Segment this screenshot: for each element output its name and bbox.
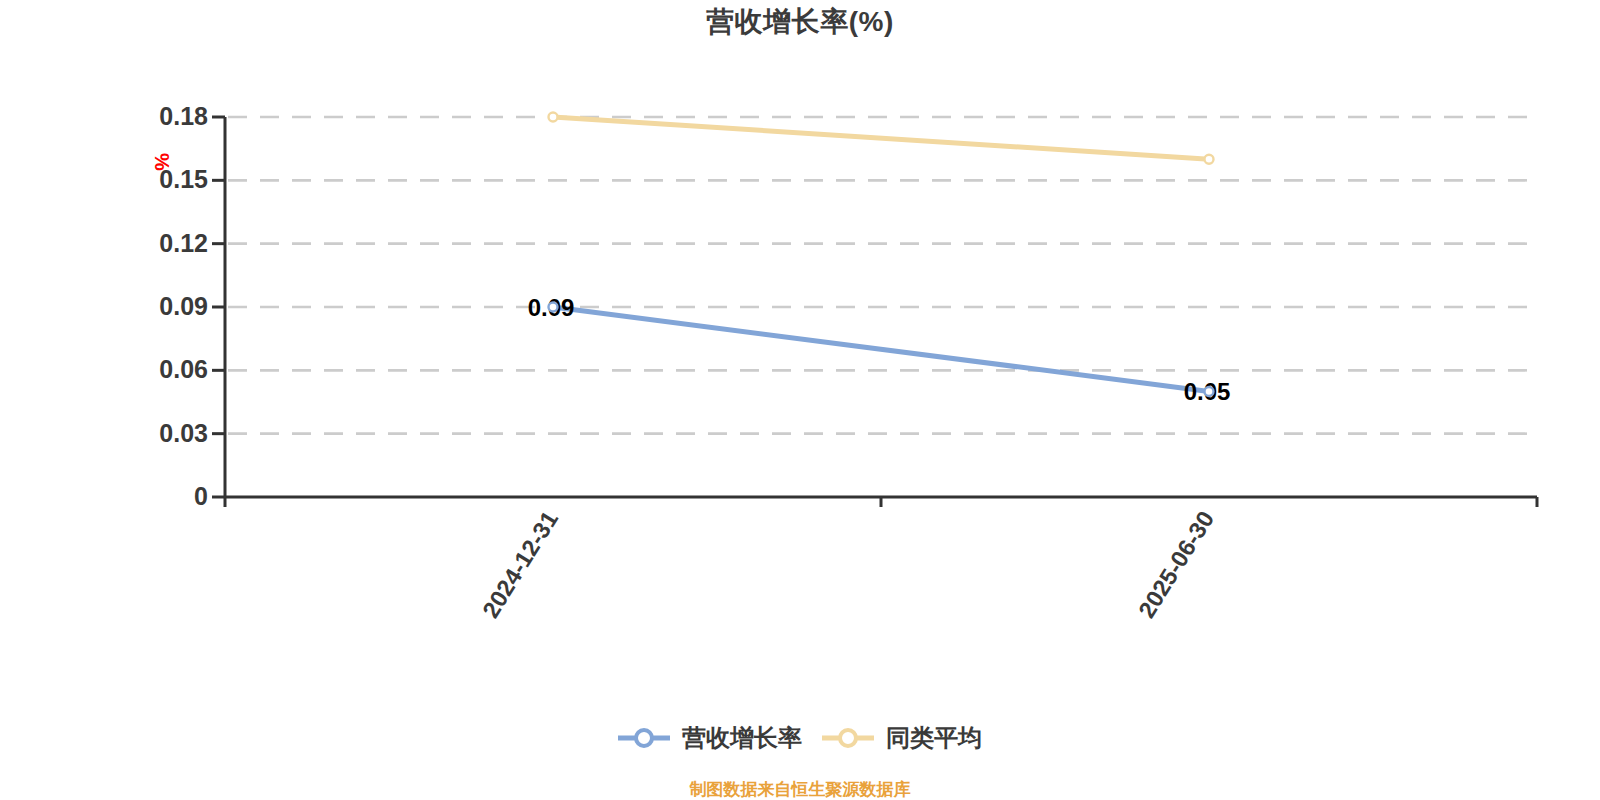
legend-label-revenue-growth: 营收增长率 [682,722,802,754]
legend: 营收增长率 同类平均 [0,722,1600,754]
data-point-0[interactable] [549,303,558,312]
legend-label-category-average: 同类平均 [886,722,982,754]
series-line-1[interactable] [553,117,1209,159]
series-line-0[interactable] [553,307,1209,391]
data-point-1[interactable] [1205,155,1214,164]
legend-marker-revenue-growth [618,726,670,750]
plot-area: 00.030.060.090.120.150.18%2024-12-312025… [0,0,1600,700]
legend-marker-category-average [822,726,874,750]
y-tick-label: 0.09 [159,292,208,320]
data-source-note: 制图数据来自恒生聚源数据库 [0,778,1600,800]
y-tick-label: 0 [194,482,208,510]
legend-item-revenue-growth[interactable]: 营收增长率 [618,722,802,754]
y-tick-label: 0.03 [159,419,208,447]
y-tick-label: 0.12 [159,229,208,257]
x-tick-label: 2025-06-30 [1133,507,1219,623]
x-tick-label: 2024-12-31 [477,507,563,623]
data-point-0[interactable] [1205,387,1214,396]
y-axis-unit-label: % [151,153,173,171]
y-tick-label: 0.18 [159,102,208,130]
data-point-1[interactable] [549,113,558,122]
legend-item-category-average[interactable]: 同类平均 [822,722,982,754]
y-tick-label: 0.06 [159,355,208,383]
